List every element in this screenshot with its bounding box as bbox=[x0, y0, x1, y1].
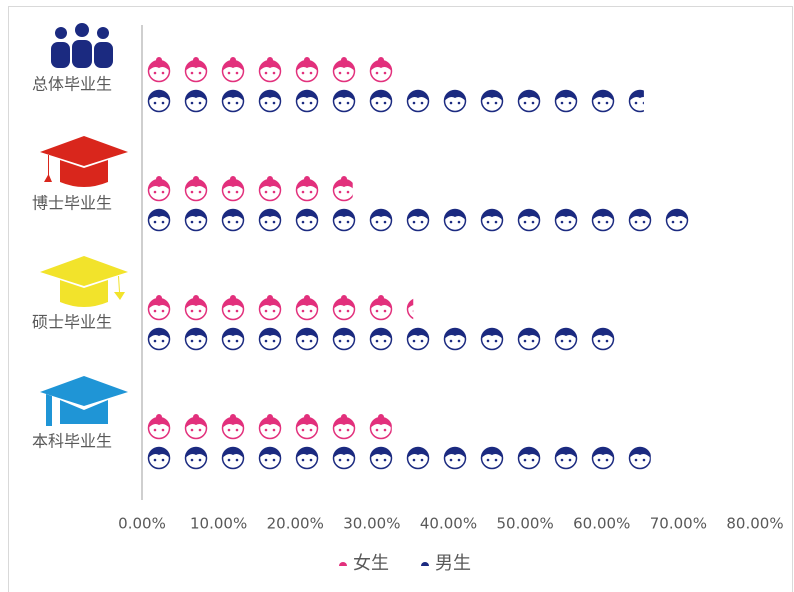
icon-people bbox=[51, 23, 113, 68]
pictograph-bar bbox=[142, 56, 397, 84]
x-tick-label: 80.00% bbox=[726, 515, 783, 533]
icon-master-cap bbox=[40, 256, 128, 307]
pictograph-bar bbox=[142, 86, 644, 114]
legend-label: 女生 bbox=[353, 553, 389, 574]
legend-label: 男生 bbox=[435, 553, 471, 574]
x-tick-label: 60.00% bbox=[573, 515, 630, 533]
x-tick-label: 30.00% bbox=[343, 515, 400, 533]
legend-swatch bbox=[339, 562, 347, 566]
pictograph-bar bbox=[142, 175, 353, 203]
pictograph-bar bbox=[142, 443, 651, 471]
x-tick-label: 70.00% bbox=[650, 515, 707, 533]
x-tick-label: 20.00% bbox=[267, 515, 324, 533]
icon-bachelor-cap bbox=[40, 376, 128, 426]
category-label: 本科毕业生 bbox=[32, 432, 112, 451]
category-label: 总体毕业生 bbox=[32, 75, 112, 94]
x-tick-label: 40.00% bbox=[420, 515, 477, 533]
chart-border bbox=[8, 6, 793, 592]
icon-doctor-cap bbox=[40, 136, 128, 187]
category-label: 博士毕业生 bbox=[32, 194, 112, 213]
pictograph-bar bbox=[142, 324, 619, 352]
x-tick-label: 10.00% bbox=[190, 515, 247, 533]
x-tick-label: 0.00% bbox=[118, 515, 166, 533]
pictograph-bar bbox=[142, 205, 690, 233]
pictograph-bar bbox=[142, 413, 392, 441]
pictograph-bar bbox=[142, 294, 414, 322]
x-tick-label: 50.00% bbox=[497, 515, 554, 533]
category-label: 硕士毕业生 bbox=[32, 313, 112, 332]
legend-swatch bbox=[421, 562, 429, 566]
